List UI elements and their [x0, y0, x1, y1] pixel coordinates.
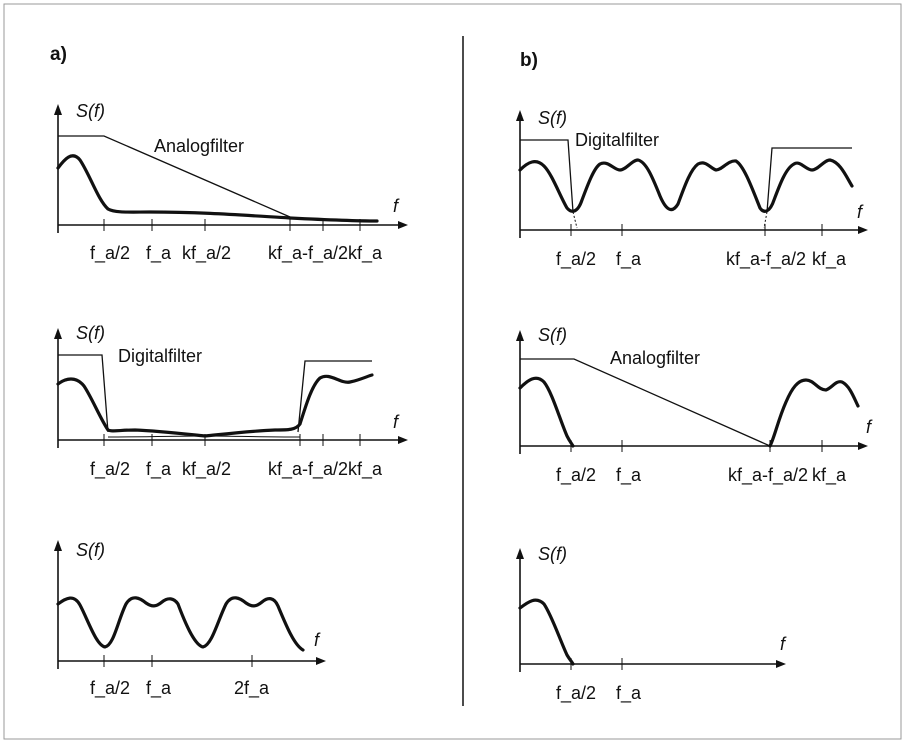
y-axis-arrow: [54, 104, 62, 115]
signal-spectrum: [56, 154, 379, 223]
plot-b3: S(f) f f_a/2 f_a: [516, 544, 787, 704]
tick-label: f_a: [146, 459, 172, 480]
y-axis-arrow: [516, 110, 524, 121]
y-axis-arrow: [516, 330, 524, 341]
filter-label: Digitalfilter: [118, 346, 202, 366]
y-axis-label: S(f): [538, 108, 567, 128]
tick-marks: [103, 219, 361, 231]
x-axis-label: f: [314, 630, 321, 650]
signal-spectrum: [518, 376, 575, 448]
y-axis-label: S(f): [538, 544, 567, 564]
tick-label: kf_a-f_a/2: [728, 465, 808, 486]
x-axis-label: f: [393, 412, 400, 432]
x-axis-label: f: [393, 196, 400, 216]
plot-b1: S(f) f Digitalfilter f_a/2 f_a kf_a-f_a/…: [516, 108, 868, 270]
digital-filter-curve: [58, 354, 372, 433]
tick-label: kf_a: [348, 459, 383, 480]
plot-a3: S(f) f f_a/2 f_a 2f_a: [54, 540, 326, 699]
x-axis-arrow: [776, 660, 786, 668]
y-axis-arrow: [54, 540, 62, 551]
signal-spectrum: [518, 158, 854, 213]
x-axis-arrow: [858, 226, 868, 234]
signal-spectrum: [518, 598, 575, 666]
tick-label: f_a/2: [556, 465, 596, 486]
tick-label: f_a/2: [90, 243, 130, 264]
y-axis-label: S(f): [76, 101, 105, 121]
tick-label: 2f_a: [234, 678, 270, 699]
x-axis-label: f: [857, 202, 864, 222]
y-axis-arrow: [54, 328, 62, 339]
analog-filter-curve: [58, 135, 291, 218]
filter-label: Analogfilter: [610, 348, 700, 368]
digital-filter-curve: [520, 139, 852, 213]
tick-label: f_a/2: [90, 678, 130, 699]
x-axis-arrow: [858, 442, 868, 450]
y-axis-arrow: [516, 548, 524, 559]
tick-marks: [570, 658, 623, 670]
plot-b2: S(f) f Analogfilter f_a/2 f_a kf_a-f_a/2…: [516, 325, 873, 486]
tick-label: kf_a: [812, 249, 847, 270]
tick-marks: [103, 655, 253, 667]
plot-a1: S(f) f Analogfilter f_a/2 f_a kf_a/2 kf_…: [54, 101, 408, 264]
y-axis-label: S(f): [76, 540, 105, 560]
tick-label: kf_a/2: [182, 243, 231, 264]
signal-spectrum: [56, 373, 374, 438]
x-axis-arrow: [316, 657, 326, 665]
tick-marks: [570, 440, 823, 452]
tick-label: f_a/2: [556, 683, 596, 704]
tick-label: f_a: [616, 465, 642, 486]
image-spectrum: [768, 378, 860, 448]
panel-b-label: b): [520, 50, 538, 71]
tick-label: f_a: [616, 683, 642, 704]
x-axis-label: f: [866, 417, 873, 437]
tick-label: kf_a: [348, 243, 383, 264]
tick-label: f_a: [146, 678, 172, 699]
tick-label: kf_a/2: [182, 459, 231, 480]
tick-label: kf_a-f_a/2: [726, 249, 806, 270]
analog-filter-curve: [520, 358, 771, 447]
plot-a2: S(f) f Digitalfilter f_a/2 f_a kf_a/2 kf…: [54, 323, 408, 480]
figure-frame: [3, 3, 902, 740]
filter-label: Analogfilter: [154, 136, 244, 156]
tick-label: f_a/2: [556, 249, 596, 270]
signal-spectrum: [56, 596, 305, 652]
tick-label: kf_a: [812, 465, 847, 486]
filter-edge-extension: [572, 211, 768, 229]
x-axis-arrow: [398, 436, 408, 444]
tick-marks: [570, 224, 823, 236]
y-axis-label: S(f): [76, 323, 105, 343]
tick-marks: [103, 434, 361, 446]
filter-label: Digitalfilter: [575, 130, 659, 150]
tick-label: kf_a-f_a/2: [268, 459, 348, 480]
x-axis-label: f: [780, 634, 787, 654]
y-axis-label: S(f): [538, 325, 567, 345]
tick-label: kf_a-f_a/2: [268, 243, 348, 264]
panel-a-label: a): [50, 44, 67, 65]
tick-label: f_a: [146, 243, 172, 264]
tick-label: f_a: [616, 249, 642, 270]
x-axis-arrow: [398, 221, 408, 229]
tick-label: f_a/2: [90, 459, 130, 480]
